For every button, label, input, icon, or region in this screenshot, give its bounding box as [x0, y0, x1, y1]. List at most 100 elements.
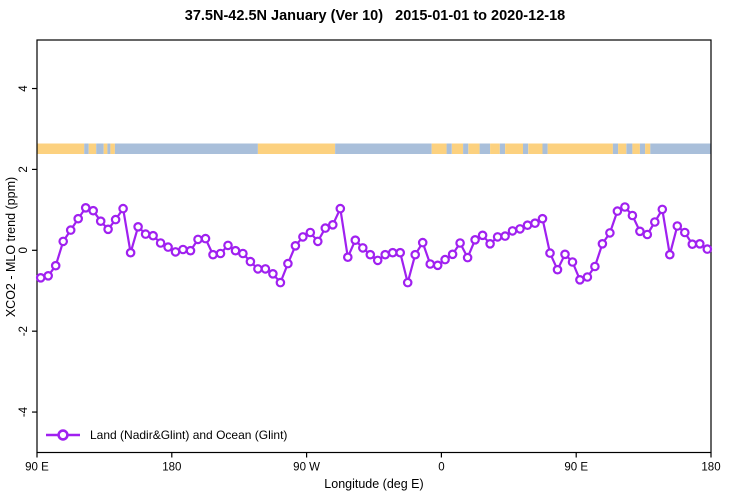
data-point-marker — [110, 214, 121, 225]
data-point-marker — [283, 258, 293, 269]
map-strip-segment-ocean — [335, 143, 432, 154]
x-tick-label: 90 E — [25, 462, 49, 474]
data-point-marker — [335, 203, 346, 214]
data-point-marker — [357, 243, 368, 253]
legend-label: Land (Nadir&Glint) and Ocean (Glint) — [90, 428, 288, 442]
data-point-marker — [327, 220, 338, 230]
data-point-marker — [657, 204, 668, 215]
data-point-marker — [350, 235, 361, 246]
data-point-marker — [664, 249, 675, 260]
data-point-marker — [155, 238, 166, 248]
data-point-marker — [507, 226, 518, 236]
data-point-marker — [245, 256, 256, 267]
map-strip-segment-land — [110, 143, 115, 154]
y-tick-label: 0 — [18, 247, 30, 253]
data-point-marker — [402, 277, 413, 288]
x-tick-label: 0 — [438, 462, 444, 474]
map-strip-segment-ocean — [446, 143, 452, 154]
map-strip-segment-ocean — [479, 143, 491, 154]
map-strip-segment-ocean — [626, 143, 633, 154]
data-point-marker — [582, 272, 593, 282]
data-point-marker — [380, 249, 391, 260]
map-strip-segment-land — [528, 143, 543, 154]
x-tick-label: 90 W — [293, 462, 320, 474]
y-tick-label: 4 — [18, 85, 30, 92]
data-point-marker — [560, 249, 570, 260]
data-point-marker — [215, 248, 226, 259]
data-point-marker — [612, 206, 623, 216]
data-point-marker — [462, 252, 473, 263]
map-strip-segment-land — [505, 143, 524, 154]
data-point-marker — [530, 218, 540, 229]
data-point-marker — [58, 236, 69, 247]
map-strip-segment-land — [618, 143, 627, 154]
data-point-marker — [178, 244, 188, 255]
data-line — [40, 205, 708, 284]
data-point-marker — [298, 232, 308, 242]
data-point-marker — [627, 210, 638, 221]
data-point-marker — [133, 222, 143, 232]
data-point-marker — [395, 247, 406, 258]
data-point-marker — [342, 252, 353, 263]
data-point-marker — [208, 249, 218, 260]
data-point-marker — [88, 205, 99, 216]
data-point-marker — [148, 230, 158, 241]
data-point-marker — [597, 239, 608, 249]
data-point-marker — [522, 220, 533, 231]
data-point-marker — [432, 260, 443, 271]
data-point-marker — [50, 260, 61, 271]
data-point-marker — [455, 238, 465, 248]
data-point-marker — [35, 272, 46, 283]
data-point-marker — [492, 232, 503, 242]
x-axis-title: Longitude (deg E) — [324, 477, 424, 491]
data-point-marker — [140, 229, 151, 239]
data-point-marker — [185, 245, 196, 256]
map-strip-segment-land — [103, 143, 108, 154]
data-point-marker — [230, 245, 241, 256]
map-strip-segment-land — [431, 143, 447, 154]
data-point-marker — [417, 237, 428, 248]
data-point-marker — [470, 235, 480, 245]
map-strip-segment-ocean — [542, 143, 548, 154]
data-point-marker — [65, 225, 76, 235]
data-point-marker — [552, 264, 563, 275]
y-tick-label: -4 — [18, 406, 30, 417]
map-strip-segment-ocean — [499, 143, 505, 154]
data-point-marker — [118, 203, 128, 214]
map-strip-segment-land — [257, 143, 335, 154]
map-strip-segment-ocean — [463, 143, 469, 154]
y-tick-label: 2 — [18, 166, 30, 172]
data-point-marker — [305, 227, 316, 238]
data-point-marker — [170, 247, 181, 257]
data-point-marker — [268, 268, 278, 279]
data-point-marker — [642, 229, 653, 240]
data-point-marker — [103, 224, 113, 235]
x-tick-label: 180 — [701, 462, 720, 474]
data-point-marker — [687, 239, 698, 250]
data-point-marker — [193, 234, 203, 245]
map-strip-segment-ocean — [639, 143, 646, 154]
y-tick-label: -2 — [18, 326, 30, 336]
x-tick-label: 90 E — [564, 462, 588, 474]
plot-box — [36, 39, 712, 454]
data-point-marker — [43, 270, 54, 281]
map-strip-segment-land — [37, 143, 85, 154]
data-point-marker — [672, 221, 683, 231]
data-point-marker — [223, 240, 233, 251]
data-point-marker — [253, 264, 263, 274]
data-point-marker — [605, 228, 615, 238]
data-point-marker — [73, 213, 84, 224]
map-strip-segment-ocean — [96, 143, 104, 154]
data-point-marker — [410, 249, 421, 260]
map-strip-segment-land — [88, 143, 97, 154]
map-strip-segment-ocean — [523, 143, 529, 154]
data-point-marker — [320, 223, 331, 233]
data-point-marker — [365, 249, 376, 260]
data-point-marker — [679, 227, 690, 238]
map-strip-segment-land — [468, 143, 480, 154]
map-strip-segment-land — [547, 143, 613, 154]
legend-marker-icon — [46, 429, 80, 441]
data-point-marker — [537, 213, 548, 224]
